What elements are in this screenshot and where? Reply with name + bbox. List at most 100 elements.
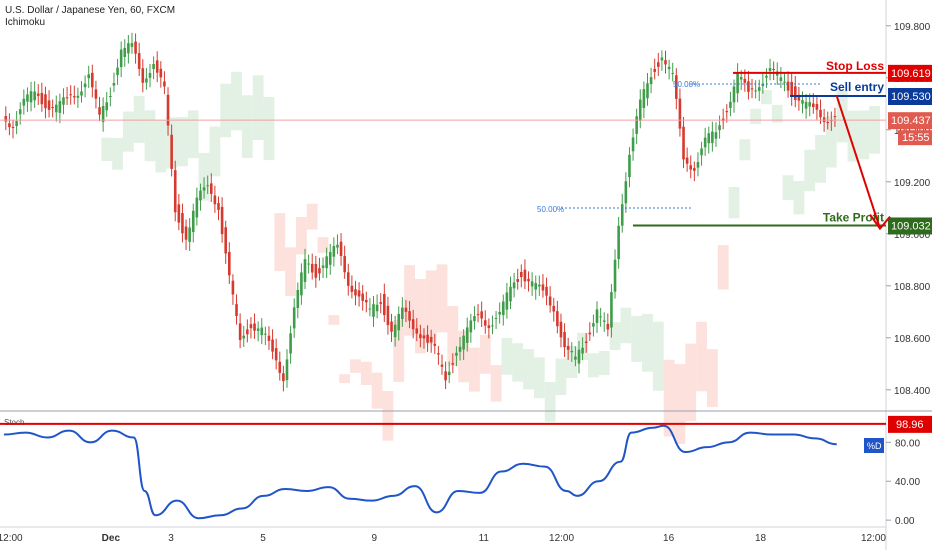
candle-body — [768, 68, 772, 71]
take-profit-label: Take Profit — [823, 210, 884, 224]
candle-body — [249, 324, 253, 329]
stoch-tick-label: 40.00 — [895, 477, 920, 488]
candle-body — [271, 339, 274, 352]
candle-body — [278, 361, 282, 373]
time-tick-label: 12:00 — [549, 533, 574, 544]
candle-body — [671, 72, 675, 74]
candle-body — [660, 57, 664, 61]
candle-body — [372, 304, 375, 317]
cloud-segment — [566, 346, 578, 378]
candle-body — [631, 137, 635, 152]
stop-loss-label: Stop Loss — [826, 59, 884, 73]
candle-body — [58, 101, 62, 113]
cloud-segment — [198, 152, 210, 201]
candle-body — [790, 81, 793, 96]
candle-body — [656, 62, 660, 67]
cloud-segment — [306, 203, 318, 230]
candle-body — [473, 316, 476, 322]
take-profit-price: 109.032 — [891, 220, 931, 232]
indicator-name: Ichimoku — [5, 17, 45, 28]
cloud-segment — [523, 349, 534, 390]
cloud-segment — [804, 149, 816, 192]
countdown-value: 15:55 — [902, 132, 930, 144]
cloud-segment — [750, 108, 762, 124]
cloud-segment — [631, 315, 643, 362]
candle-body — [462, 335, 465, 350]
candle-body — [826, 121, 830, 123]
candle-body — [419, 334, 422, 339]
candle-body — [667, 66, 671, 70]
candle-body — [94, 89, 98, 99]
candle-body — [801, 100, 804, 104]
candle-body — [613, 259, 617, 292]
candle-body — [397, 313, 401, 331]
candle-body — [285, 359, 289, 381]
symbol-title: U.S. Dollar / Japanese Yen, 60, FXCM — [5, 5, 175, 16]
candle-body — [213, 195, 217, 205]
candle-body — [516, 279, 520, 282]
candle-body — [635, 116, 638, 134]
candle-body — [451, 363, 455, 365]
candle-body — [87, 74, 91, 79]
candle-body — [729, 101, 732, 108]
candle-body — [33, 91, 36, 101]
cloud-segment — [652, 321, 664, 391]
candle-body — [393, 324, 397, 338]
candle-body — [714, 132, 718, 139]
candle-body — [130, 43, 134, 47]
candle-body — [786, 81, 790, 91]
candle-body — [610, 292, 613, 328]
time-axis[interactable]: 12:00 Dec 3 5 9 11 12:00 16 18 12:00 — [0, 533, 886, 544]
candle-body — [346, 272, 350, 286]
candle-body — [152, 63, 155, 70]
candle-body — [328, 251, 332, 265]
cloud-segment — [533, 357, 545, 399]
candle-body — [747, 81, 750, 92]
cloud-segment — [674, 364, 686, 445]
cloud-segment — [155, 120, 167, 173]
candle-body — [4, 116, 8, 122]
candle-body — [703, 137, 707, 148]
candle-body — [707, 133, 711, 144]
candle-body — [69, 94, 72, 96]
candle-body — [177, 204, 181, 223]
candle-body — [318, 268, 321, 274]
candle-body — [588, 332, 592, 335]
cloud-segment — [858, 110, 870, 160]
candle-body — [793, 86, 797, 101]
cloud-segment — [479, 334, 491, 374]
cloud-segment — [555, 358, 567, 396]
candle-body — [498, 311, 501, 315]
cloud-segment — [382, 391, 394, 441]
candle-body — [653, 68, 656, 72]
candle-body — [548, 296, 552, 306]
candle-body — [545, 286, 548, 296]
candle-body — [202, 187, 206, 191]
cloud-segment — [717, 245, 729, 290]
candle-body — [62, 97, 65, 105]
price-tick-label: 108.600 — [894, 334, 931, 345]
candle-body — [487, 325, 491, 329]
cloud-segment — [793, 180, 805, 215]
cloud-segment — [328, 315, 340, 325]
candle-body — [375, 304, 379, 312]
stoch-level-value: 98.96 — [896, 419, 924, 431]
candle-body — [415, 328, 419, 334]
candle-body — [401, 307, 404, 320]
candle-body — [224, 227, 228, 254]
candle-body — [408, 311, 411, 321]
candle-body — [170, 134, 173, 169]
candle-body — [732, 86, 736, 103]
cloud-segment — [285, 247, 296, 297]
stoch-axis[interactable]: 80.00 40.00 0.00 — [886, 438, 920, 527]
candle-body — [750, 88, 754, 90]
cloud-segment — [501, 337, 513, 375]
candle-body — [83, 83, 87, 88]
candle-body — [303, 259, 307, 282]
candle-body — [134, 41, 137, 54]
candle-body — [137, 53, 141, 69]
candle-body — [642, 89, 646, 108]
candle-body — [253, 323, 256, 331]
candle-body — [274, 348, 278, 361]
